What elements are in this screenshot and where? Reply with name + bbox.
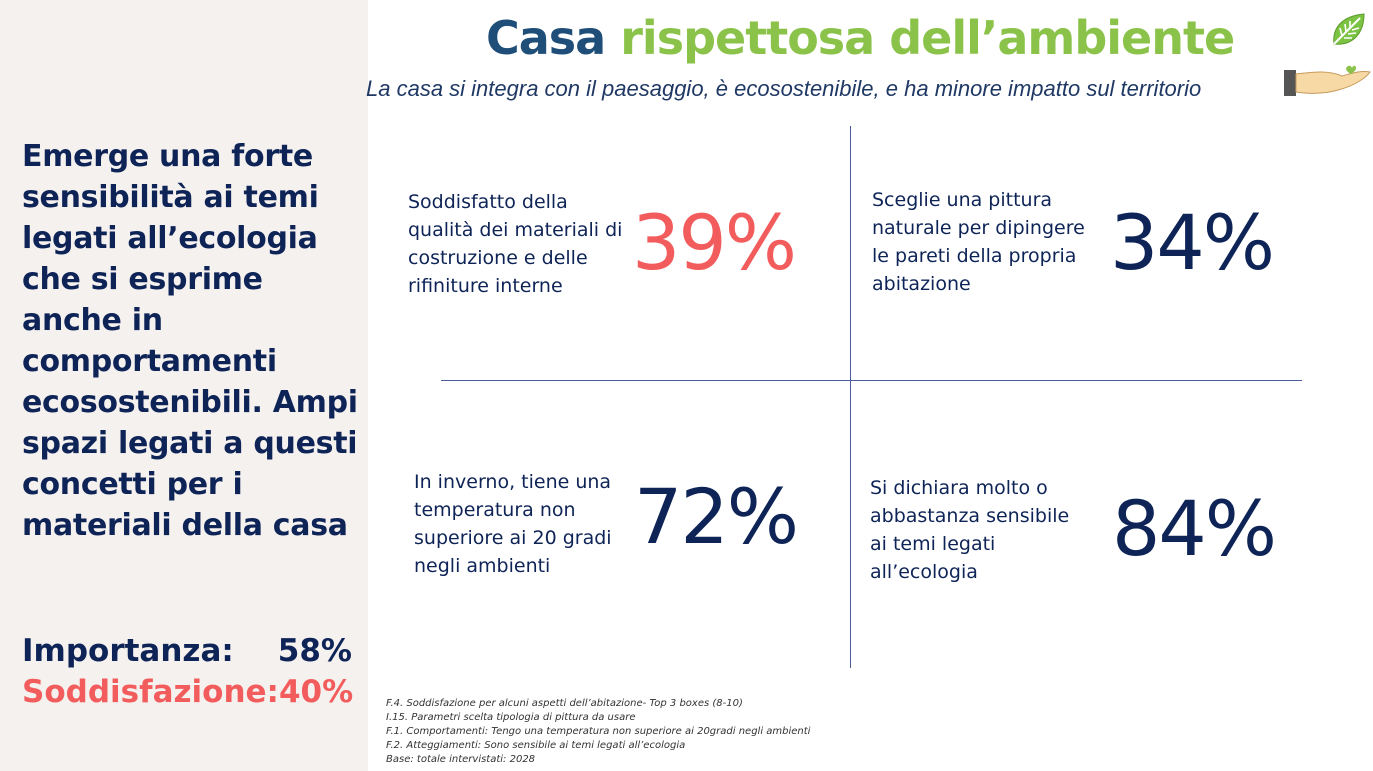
summary-statement: Emerge una forte sensibilità ai temi leg…: [22, 139, 358, 543]
slide-title: Casa rispettosa dell’ambiente: [486, 8, 1235, 68]
quadrant-3-value: 72%: [634, 472, 799, 561]
quadrant-1-value: 39%: [632, 198, 797, 287]
satisfaction-value: 40%: [278, 674, 354, 710]
horizontal-divider: [441, 380, 1302, 381]
title-part-2: rispettosa dell’ambiente: [620, 11, 1235, 65]
footnote-line: F.4. Soddisfazione per alcuni aspetti de…: [386, 698, 743, 709]
quadrant-1-text: Soddisfatto della qualità dei materiali …: [408, 191, 623, 297]
hand-icon: [1284, 65, 1371, 96]
title-part-1: Casa: [486, 11, 606, 65]
satisfaction-row: Soddisfazione: 40%: [22, 672, 354, 712]
quadrant-2-text: Sceglie una pittura naturale per dipinge…: [872, 189, 1085, 295]
left-panel: Emerge una forte sensibilità ai temi leg…: [0, 0, 368, 771]
importance-value: 58%: [277, 633, 352, 669]
footnote-line: I.15. Parametri scelta tipologia di pitt…: [386, 712, 636, 723]
footnote-line: F.1. Comportamenti: Tengo una temperatur…: [386, 726, 811, 737]
footnotes: F.4. Soddisfazione per alcuni aspetti de…: [386, 697, 810, 767]
quadrant-4-text: Si dichiara molto o abbastanza sensibile…: [870, 477, 1070, 583]
quadrant-3-text: In inverno, tiene una temperatura non su…: [414, 471, 612, 577]
importance-row: Importanza: 58%: [22, 631, 352, 671]
slide-subtitle: La casa si integra con il paesaggio, è e…: [366, 76, 1202, 101]
satisfaction-label: Soddisfazione:: [22, 674, 279, 710]
footnote-line: F.2. Atteggiamenti: Sono sensibile ai te…: [386, 740, 686, 751]
quadrant-2-value: 34%: [1110, 198, 1275, 287]
footnote-line: Base: totale intervistati: 2028: [386, 754, 536, 765]
quadrant-4-value: 84%: [1112, 484, 1277, 573]
vertical-divider: [850, 126, 851, 668]
leaf-icon: [1327, 9, 1369, 51]
importance-label: Importanza:: [22, 633, 234, 669]
